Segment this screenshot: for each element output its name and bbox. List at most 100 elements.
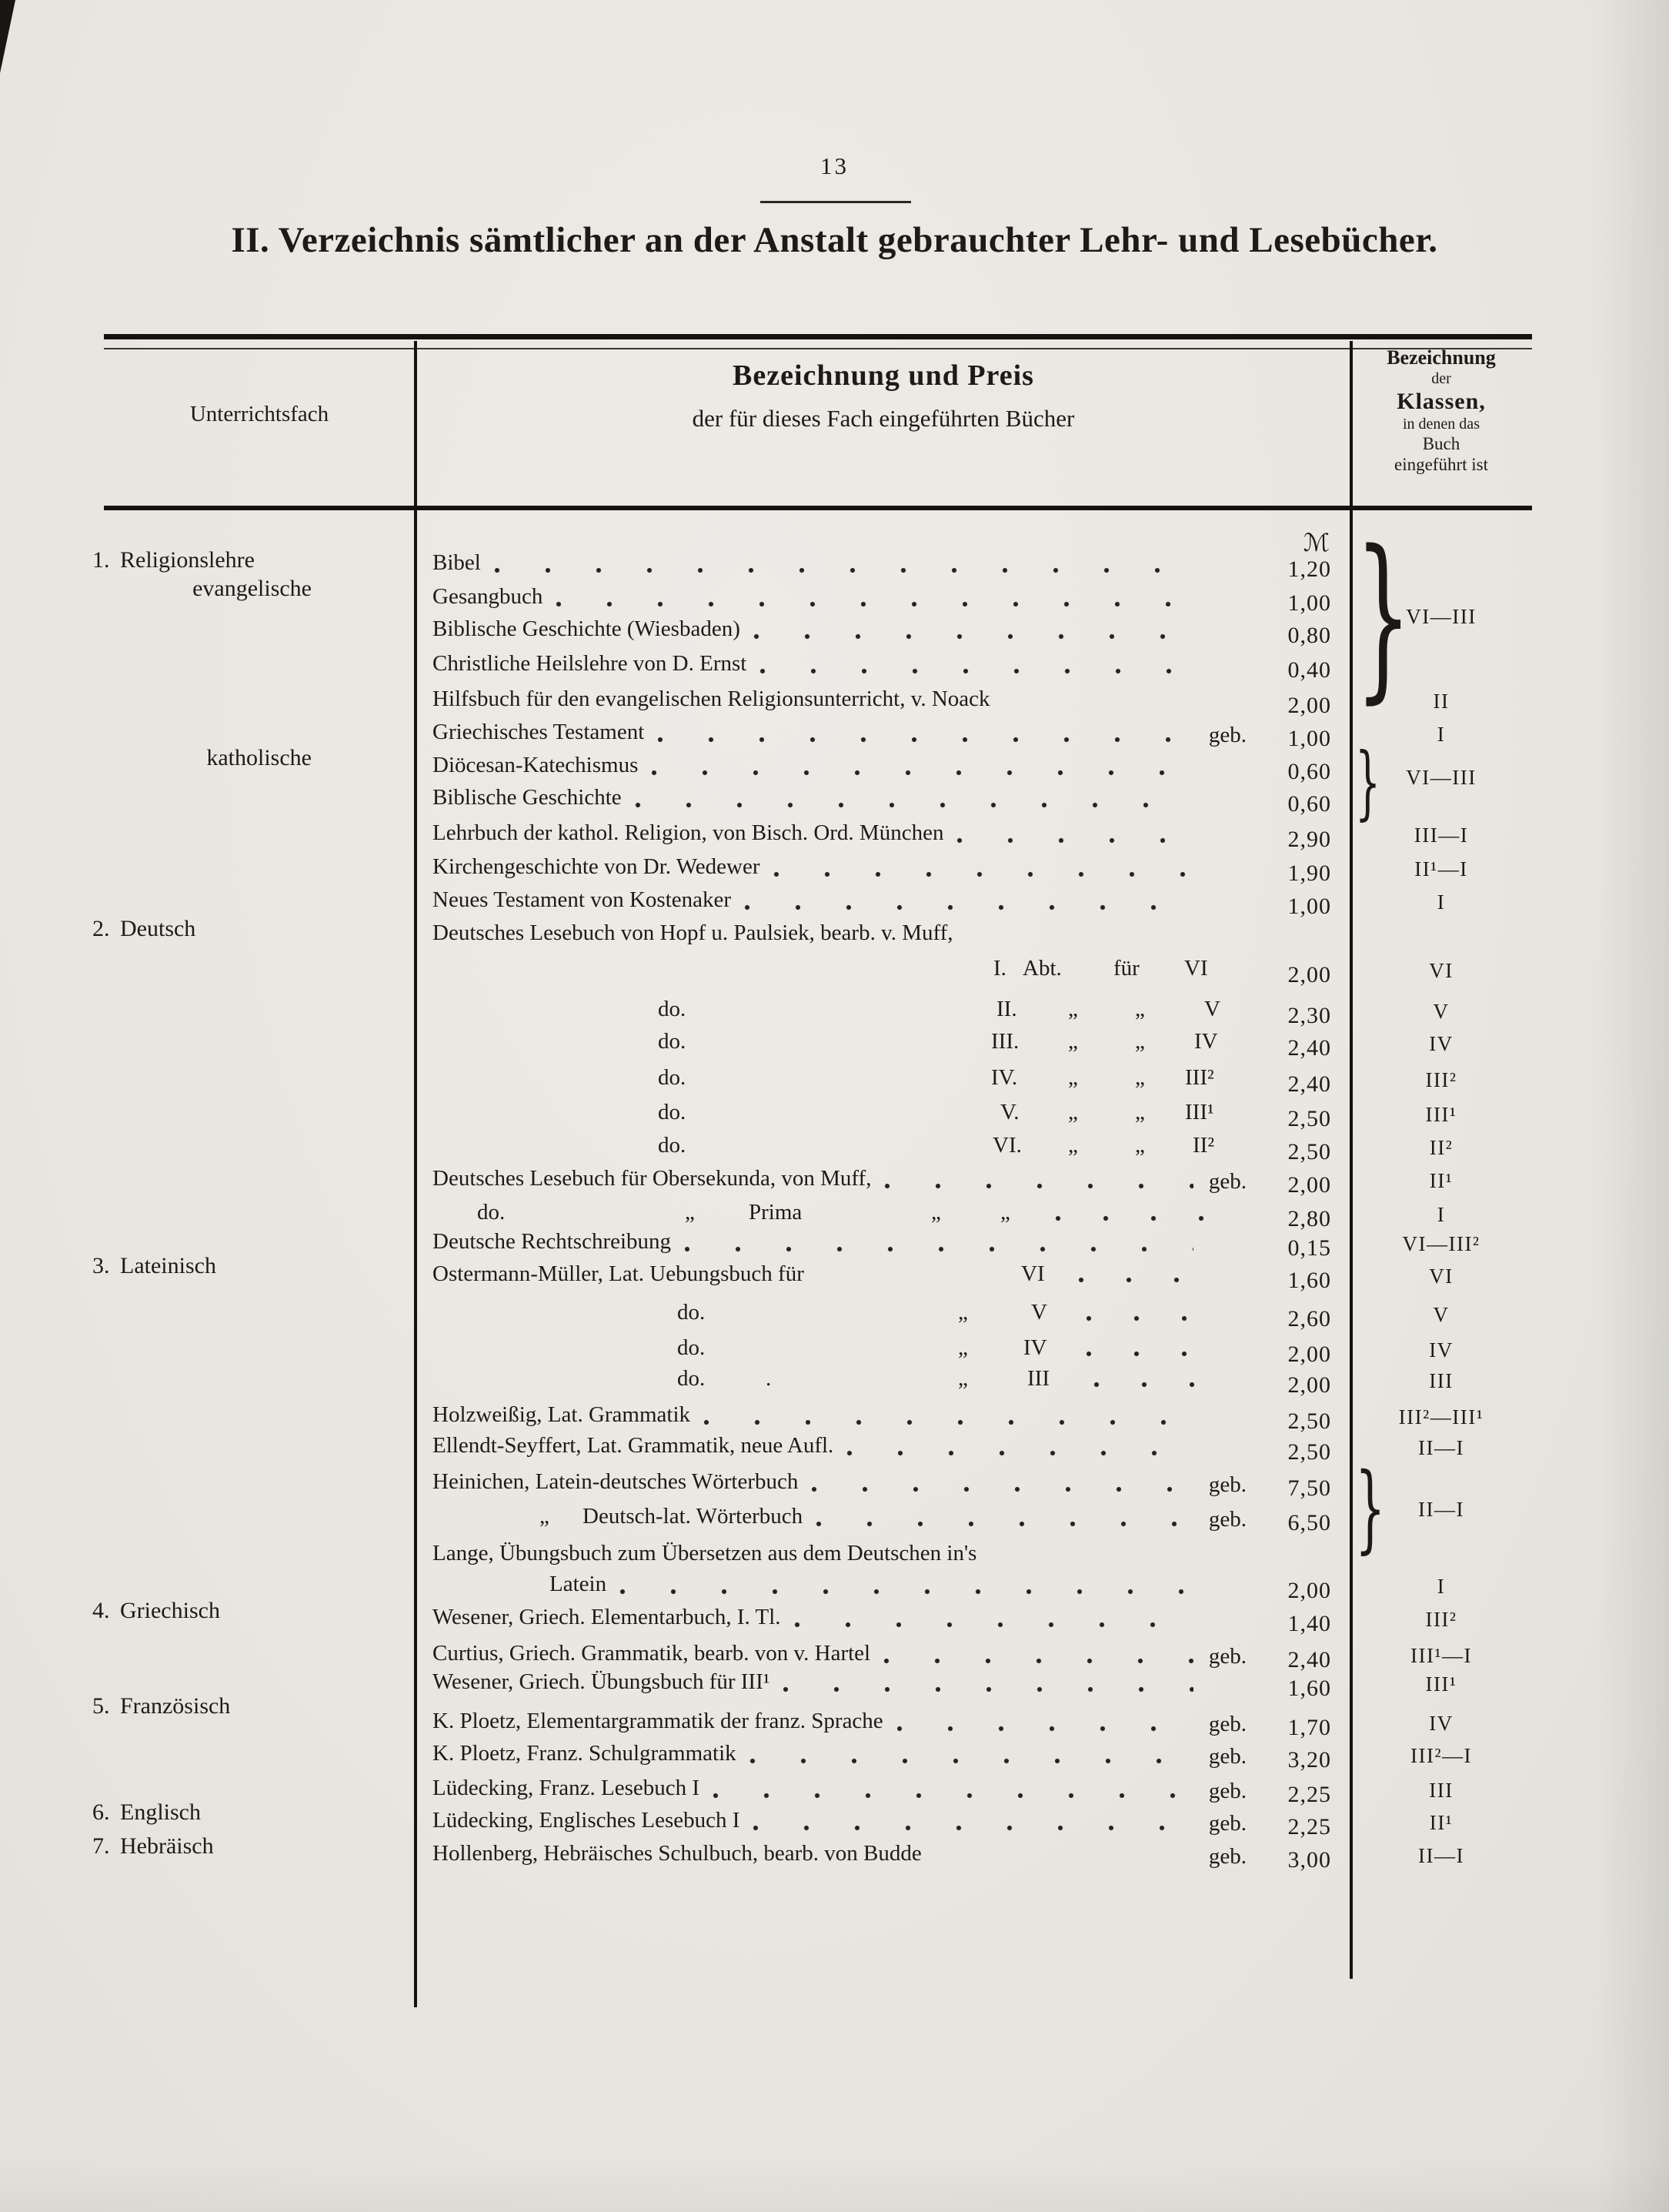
book-title: Diöcesan-Katechismus — [432, 753, 639, 777]
book-title: Ellendt-Seyffert, Lat. Grammatik, neue A… — [432, 1433, 834, 1458]
class-range-label: II—I — [1418, 1498, 1464, 1521]
book-row: do. IV. „ „ III² 2,40 — [416, 1062, 1351, 1097]
book-title-segment: do. — [477, 1200, 506, 1225]
price-value: 3,20 — [1287, 1747, 1331, 1773]
book-title: Latein — [549, 1572, 607, 1596]
dot-leader — [883, 1182, 1193, 1190]
book-title-segment: VI — [1021, 1261, 1045, 1286]
book-title: Gesangbuch — [432, 584, 543, 609]
subject-label: evangelische — [192, 576, 312, 601]
price-value: 2,25 — [1287, 1814, 1331, 1839]
book-title-segment: „ — [685, 1200, 695, 1225]
book-title-segment: „ — [958, 1300, 968, 1325]
subject-label: katholische — [206, 745, 312, 770]
class-range-label: I — [1437, 890, 1446, 914]
book-title: Lange, Übungsbuch zum Übersetzen aus dem… — [432, 1541, 977, 1565]
book-title: Wesener, Griech. Elementarbuch, I. Tl. — [432, 1605, 781, 1629]
price-value: 1,00 — [1287, 590, 1331, 616]
book-title-segment: „ — [1068, 1065, 1078, 1090]
book-row: Lange, Übungsbuch zum Übersetzen aus dem… — [416, 1538, 1351, 1571]
book-title-segment: do. — [677, 1335, 706, 1360]
column-header-classes: Bezeichnung der Klassen, in denen das Bu… — [1351, 346, 1531, 476]
book-title-segment: III² — [1185, 1065, 1214, 1090]
dot-leader — [683, 1245, 1193, 1253]
book-title-segment: „ — [958, 1366, 968, 1391]
price-value: 0,40 — [1287, 657, 1331, 683]
price-value: 2,80 — [1287, 1206, 1331, 1231]
price-value: 2,60 — [1287, 1306, 1331, 1332]
price-value: 2,50 — [1287, 1408, 1331, 1434]
book-row: do. VI. „ „ II² 2,50 — [416, 1130, 1351, 1164]
bound-label: geb. — [1208, 1507, 1247, 1532]
book-title-segment: III — [1027, 1366, 1050, 1391]
table-divider-left — [414, 341, 417, 2007]
price-value: 2,00 — [1287, 693, 1331, 718]
book-title: Curtius, Griech. Grammatik, bearb. von v… — [432, 1641, 871, 1666]
book-row: Holzweißig, Lat. Grammatik 2,50 — [416, 1399, 1351, 1434]
book-title-segment: do. — [658, 1133, 686, 1158]
dot-leader — [703, 1418, 1193, 1426]
book-title-segment: III. — [991, 1029, 1020, 1054]
class-range-label: II¹ — [1429, 1169, 1454, 1192]
price-value: 2,25 — [1287, 1782, 1331, 1807]
page-edge-shadow — [1596, 0, 1669, 2212]
book-row: Deutsches Lesebuch für Obersekunda, von … — [416, 1163, 1351, 1198]
book-row: Diöcesan-Katechismus 0,60 — [416, 750, 1351, 784]
subject-label: 1. Religionslehre — [92, 547, 255, 573]
book-title-segment: „ — [931, 1200, 941, 1225]
price-value: 1,00 — [1287, 726, 1331, 751]
dot-leader — [1054, 1215, 1216, 1222]
book-title-segment: für — [1113, 956, 1140, 981]
scan-corner-artifact — [0, 0, 15, 73]
price-value: 2,00 — [1287, 962, 1331, 987]
dot-leader — [650, 769, 1193, 777]
bound-label: geb. — [1208, 1811, 1247, 1836]
book-row: do. „ IV 2,00 — [416, 1332, 1351, 1367]
book-title: Bibel — [432, 550, 481, 575]
document-title: II. Verzeichnis sämtlicher an der Anstal… — [231, 220, 1438, 260]
book-row: Biblische Geschichte 0,60 — [416, 782, 1351, 817]
price-value: 0,60 — [1287, 759, 1331, 784]
column-header-subject: Unterrichtsfach — [189, 402, 329, 426]
class-range-label: IV — [1429, 1032, 1454, 1055]
book-title-segment: „ — [539, 1504, 549, 1529]
book-title: K. Ploetz, Elementargrammatik der franz.… — [432, 1709, 883, 1733]
subject-label: 6. Englisch — [92, 1799, 201, 1825]
price-value: 2,40 — [1287, 1035, 1331, 1061]
book-title-segment: do. — [677, 1300, 706, 1325]
dot-leader — [492, 566, 1193, 574]
bound-label: geb. — [1208, 723, 1247, 747]
price-value: 3,00 — [1287, 1847, 1331, 1873]
book-title-segment: „ — [1000, 1200, 1010, 1225]
price-value: 1,60 — [1287, 1268, 1331, 1293]
table-top-rule-thick — [104, 334, 1532, 339]
book-title-segment: „ — [1068, 997, 1078, 1021]
class-range-label: V — [1433, 1303, 1450, 1326]
class-range-label: III² — [1425, 1068, 1457, 1091]
book-title: Biblische Geschichte (Wiesbaden) — [432, 616, 740, 641]
price-value: 0,60 — [1287, 791, 1331, 817]
dot-leader — [1093, 1381, 1200, 1388]
book-row: Hilfsbuch für den evangelischen Religion… — [416, 683, 1351, 718]
book-title: Christliche Heilslehre von D. Ernst — [432, 651, 747, 676]
book-title-segment: II. — [996, 997, 1017, 1021]
book-title-segment: do. — [658, 1100, 686, 1124]
book-title: K. Ploetz, Franz. Schulgrammatik — [432, 1741, 736, 1766]
price-value: 2,50 — [1287, 1106, 1331, 1131]
book-row: do. „ V 2,60 — [416, 1297, 1351, 1332]
book-title: Hilfsbuch für den evangelischen Religion… — [432, 687, 990, 711]
column-header-classes-line: in denen das — [1403, 415, 1480, 433]
book-row: Kirchengeschichte von Dr. Wedewer 1,90 — [416, 851, 1351, 886]
book-row: do.. „ III 2,00 — [416, 1363, 1351, 1398]
column-header-classes-line: Bezeichnung — [1387, 346, 1496, 369]
book-title-segment: „ — [1135, 997, 1145, 1021]
price-value: 2,00 — [1287, 1578, 1331, 1603]
book-row: Lüdecking, Franz. Lesebuch I geb. 2,25 — [416, 1773, 1351, 1807]
book-title: Biblische Geschichte — [432, 785, 622, 810]
book-title-segment: „ — [1135, 1029, 1145, 1054]
subject-label: 5. Französisch — [92, 1693, 231, 1719]
bound-label: geb. — [1208, 1844, 1247, 1869]
price-value: 2,00 — [1287, 1372, 1331, 1398]
bound-label: geb. — [1208, 1744, 1247, 1769]
page-number-rule — [760, 201, 911, 203]
